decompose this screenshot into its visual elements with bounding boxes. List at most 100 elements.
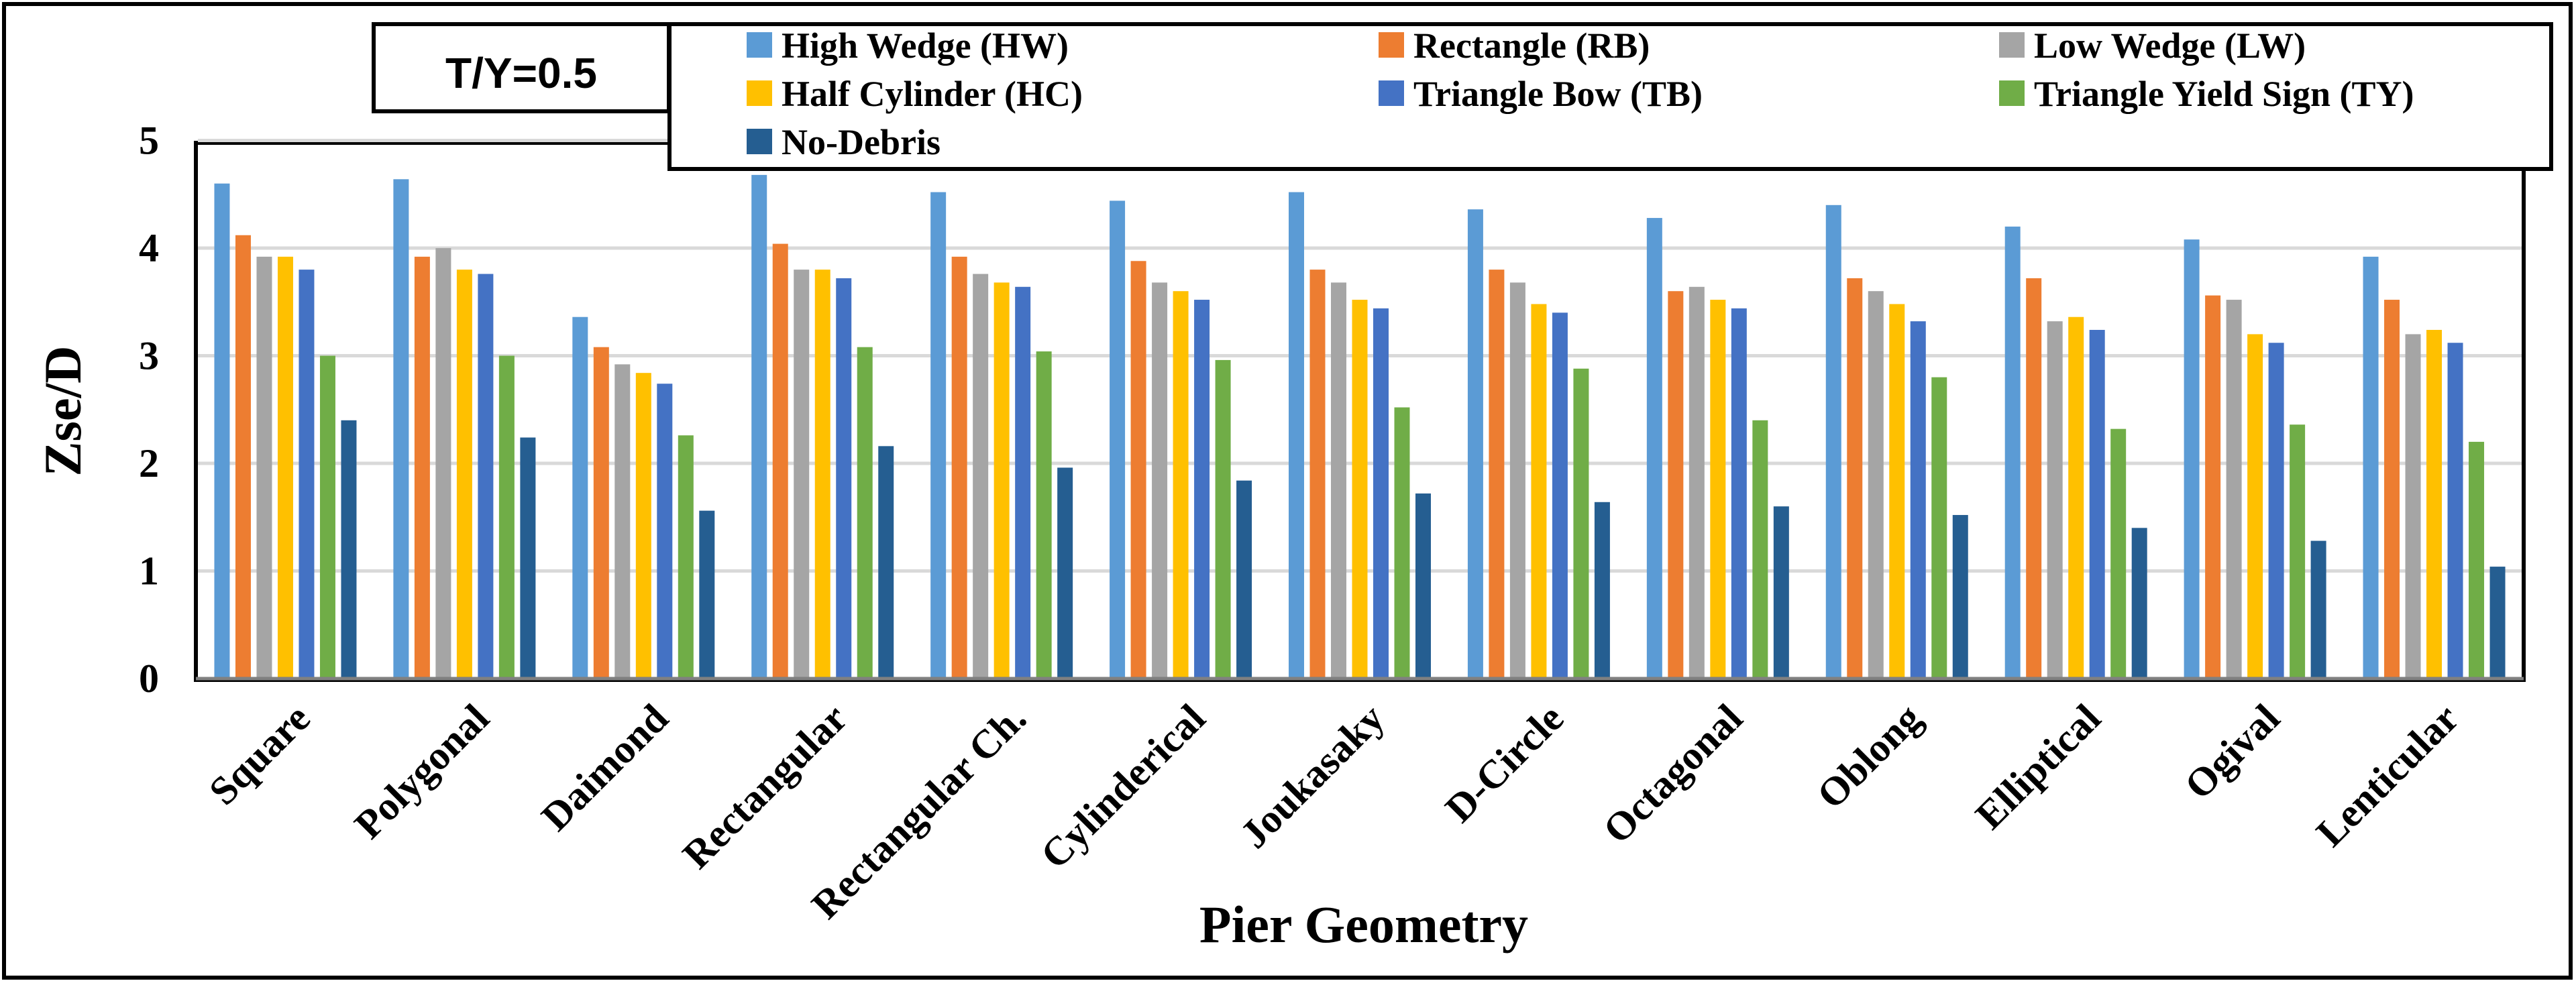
bar <box>1215 359 1231 679</box>
bar <box>1731 308 1747 679</box>
legend-swatch <box>1999 80 2025 106</box>
bar <box>2310 540 2326 679</box>
bar <box>1594 502 1610 679</box>
bar <box>1752 420 1768 679</box>
bar <box>1952 515 1968 679</box>
bar <box>478 274 494 679</box>
bar <box>2426 329 2443 679</box>
bar <box>614 364 631 679</box>
annotation-box <box>372 22 671 113</box>
bar <box>751 174 767 679</box>
bar <box>1331 282 1346 679</box>
y-tick-label: 0 <box>139 656 159 701</box>
bar <box>2247 334 2263 679</box>
bar <box>2489 567 2506 679</box>
bar <box>1194 300 1210 679</box>
bar <box>1467 209 1483 679</box>
bar <box>1173 291 1189 679</box>
bar <box>2026 278 2042 679</box>
bar <box>2089 329 2105 679</box>
legend-swatch <box>1379 32 1404 58</box>
bar <box>1931 377 1947 679</box>
legend-label: Triangle Yield Sign (TY) <box>2034 74 2414 114</box>
bar <box>794 270 810 679</box>
bar <box>1015 286 1031 679</box>
bar <box>299 270 315 679</box>
bar <box>1509 282 1525 679</box>
bar <box>1352 300 1368 679</box>
bar <box>1889 304 1905 679</box>
bar <box>235 235 251 679</box>
legend-swatch <box>747 129 772 154</box>
legend-label: High Wedge (HW) <box>782 25 1069 66</box>
bar <box>878 446 894 679</box>
legend-box <box>667 22 2553 171</box>
legend-swatch <box>747 32 772 58</box>
bar <box>1646 218 1662 679</box>
bar <box>1531 304 1547 679</box>
bar <box>699 510 715 679</box>
bar <box>772 243 788 679</box>
bar <box>857 347 873 679</box>
y-tick-label: 2 <box>139 441 159 485</box>
bar <box>2405 334 2421 679</box>
bar <box>1773 506 1789 679</box>
bar <box>2047 321 2063 679</box>
bar <box>1289 192 1304 679</box>
bar <box>994 282 1010 679</box>
bar <box>678 435 694 679</box>
x-axis-title: Pier Geometry <box>1199 895 1528 953</box>
bar <box>1825 205 1841 679</box>
legend-swatch <box>1999 32 2025 58</box>
y-tick-label: 4 <box>139 226 159 270</box>
bar <box>2184 239 2200 679</box>
bar <box>1036 351 1052 679</box>
bar <box>572 316 588 679</box>
bar <box>498 355 515 679</box>
y-tick-label: 1 <box>139 549 159 593</box>
bar <box>2384 300 2400 679</box>
bar <box>1710 300 1726 679</box>
bar <box>1415 493 1431 679</box>
bar <box>1552 312 1568 679</box>
bar <box>1373 308 1389 679</box>
bar <box>435 248 451 679</box>
bar <box>814 270 830 679</box>
bar <box>1573 368 1589 679</box>
bar <box>635 373 651 679</box>
bar <box>2068 316 2084 679</box>
legend-label: No-Debris <box>782 122 941 162</box>
bar <box>930 192 947 679</box>
bar <box>1668 291 1684 679</box>
legend-label: Rectangle (RB) <box>1413 25 1650 66</box>
bar <box>1236 480 1252 679</box>
bar <box>1868 291 1884 679</box>
bar <box>973 274 989 679</box>
bar <box>520 437 536 679</box>
bar <box>1152 282 1168 679</box>
bar <box>836 278 852 679</box>
annotation-label: T/Y=0.5 <box>445 49 597 97</box>
legend-label: Half Cylinder (HC) <box>782 74 1083 114</box>
bars <box>214 174 2506 679</box>
bar <box>951 256 967 679</box>
legend-swatch <box>747 80 772 106</box>
bar <box>2205 295 2221 679</box>
bar <box>2226 300 2242 679</box>
bar <box>1688 286 1705 679</box>
legend: High Wedge (HW) Rectangle (RB) Low Wedge (… <box>747 25 2414 162</box>
bar <box>1110 200 1126 679</box>
y-axis-title: Zse/D <box>34 346 92 477</box>
bar <box>1057 467 1073 679</box>
bar <box>341 420 357 679</box>
bar <box>214 183 230 679</box>
bar <box>2004 226 2021 679</box>
bar <box>1130 261 1146 679</box>
bar <box>657 384 673 679</box>
bar <box>414 256 430 679</box>
bar <box>1489 270 1505 679</box>
legend-label: Triangle Bow (TB) <box>1413 74 1703 114</box>
bar <box>1394 407 1410 679</box>
bar <box>2110 428 2127 679</box>
